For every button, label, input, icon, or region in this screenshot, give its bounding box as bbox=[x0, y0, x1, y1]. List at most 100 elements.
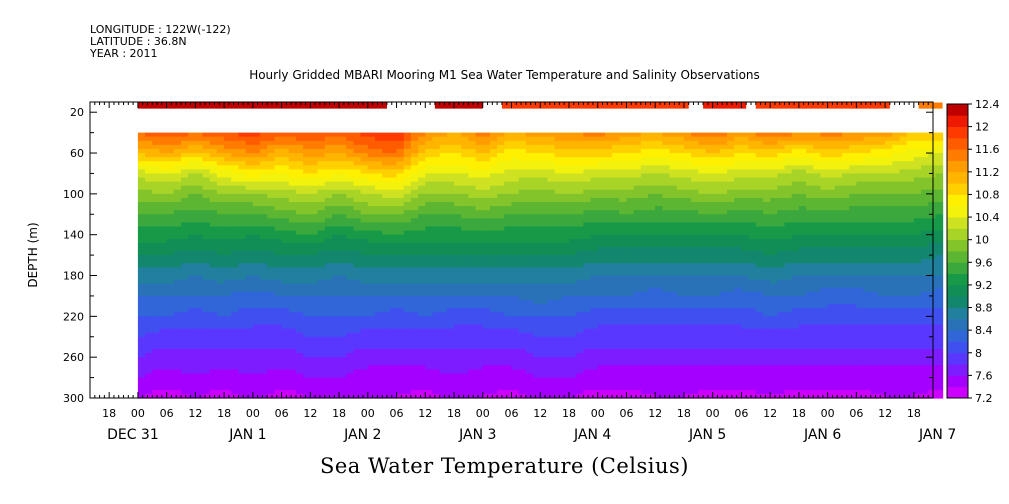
heat-cell bbox=[166, 165, 175, 170]
heat-cell bbox=[439, 369, 448, 375]
heat-cell bbox=[590, 144, 599, 150]
heat-cell bbox=[281, 304, 290, 309]
heat-cell bbox=[410, 389, 419, 395]
heat-cell bbox=[317, 259, 326, 264]
heat-cell bbox=[152, 332, 161, 338]
heat-cell bbox=[583, 177, 592, 183]
heat-cell bbox=[662, 246, 671, 252]
heat-cell bbox=[137, 291, 146, 297]
heat-cell bbox=[382, 251, 390, 256]
heat-cell bbox=[425, 132, 434, 138]
heat-cell bbox=[324, 324, 333, 330]
heat-cell bbox=[159, 291, 168, 297]
heat-cell bbox=[137, 169, 146, 175]
heat-cell bbox=[396, 136, 405, 142]
heat-cell bbox=[295, 144, 304, 150]
heat-cell bbox=[238, 361, 247, 366]
heat-cell bbox=[173, 312, 182, 317]
heat-cell bbox=[454, 332, 462, 338]
heat-cell bbox=[152, 312, 161, 317]
heat-cell bbox=[195, 210, 204, 215]
heat-cell bbox=[525, 279, 534, 285]
heat-cell bbox=[260, 173, 268, 179]
heat-cell bbox=[568, 349, 577, 354]
heat-cell bbox=[403, 153, 412, 158]
heat-cell bbox=[166, 173, 175, 179]
heat-cell bbox=[446, 251, 455, 256]
heat-cell bbox=[324, 300, 333, 305]
heat-cell bbox=[648, 218, 656, 224]
heat-cell bbox=[303, 251, 311, 256]
heat-cell bbox=[662, 153, 671, 158]
heat-cell bbox=[374, 202, 383, 207]
heat-cell bbox=[152, 263, 161, 268]
heat-cell bbox=[683, 132, 692, 138]
heat-cell bbox=[310, 304, 319, 309]
heat-cell bbox=[245, 287, 254, 293]
heat-cell bbox=[224, 165, 232, 170]
heat-cell bbox=[173, 353, 182, 358]
heat-cell bbox=[648, 206, 656, 211]
heat-cell bbox=[238, 157, 247, 162]
heat-cell bbox=[267, 185, 275, 191]
heat-cell bbox=[432, 304, 441, 309]
heat-cell bbox=[561, 181, 570, 187]
heat-cell bbox=[640, 153, 649, 158]
heat-cell bbox=[353, 353, 362, 358]
heat-cell bbox=[173, 193, 182, 199]
heat-cell bbox=[195, 369, 204, 375]
heat-cell bbox=[231, 181, 240, 187]
heat-cell bbox=[547, 206, 556, 211]
heat-cell bbox=[252, 267, 261, 273]
heat-cell bbox=[209, 373, 218, 379]
heat-cell bbox=[281, 169, 290, 175]
heat-cell bbox=[173, 271, 182, 277]
heat-cell bbox=[669, 373, 678, 379]
heat-cell bbox=[669, 169, 678, 175]
heat-cell bbox=[389, 132, 398, 138]
heat-cell bbox=[181, 132, 189, 138]
heat-cell bbox=[295, 377, 304, 383]
heat-cell bbox=[511, 173, 520, 179]
heat-cell bbox=[669, 251, 678, 256]
heat-cell bbox=[669, 132, 678, 138]
heat-cell bbox=[432, 349, 441, 354]
heat-cell bbox=[195, 255, 204, 260]
heat-cell bbox=[425, 230, 434, 236]
heat-cell bbox=[360, 304, 369, 309]
heat-cell bbox=[439, 393, 448, 399]
heat-cell bbox=[267, 140, 275, 146]
heat-cell bbox=[209, 324, 218, 330]
heat-cell bbox=[446, 271, 455, 277]
heat-cell bbox=[324, 361, 333, 366]
heat-cell bbox=[209, 381, 218, 387]
heat-cell bbox=[439, 287, 448, 293]
heat-cell bbox=[612, 246, 620, 252]
heat-cell bbox=[152, 238, 161, 244]
heat-cell bbox=[281, 140, 290, 146]
heat-cell bbox=[533, 349, 541, 354]
heat-cell bbox=[626, 246, 635, 252]
heat-cell bbox=[382, 365, 390, 371]
heat-cell bbox=[152, 246, 161, 252]
heat-cell bbox=[145, 332, 153, 338]
heat-cell bbox=[604, 283, 613, 289]
heat-cell bbox=[489, 132, 498, 138]
heat-cell bbox=[597, 136, 606, 142]
heat-cell bbox=[195, 320, 204, 326]
heat-cell bbox=[310, 263, 319, 268]
heat-cell bbox=[454, 140, 462, 146]
heat-cell bbox=[489, 349, 498, 354]
heat-cell bbox=[353, 226, 362, 232]
heat-cell bbox=[410, 275, 419, 281]
heat-cell bbox=[439, 214, 448, 219]
heat-cell bbox=[662, 328, 671, 334]
heat-cell bbox=[252, 251, 261, 256]
heat-cell bbox=[683, 222, 692, 228]
heat-cell bbox=[439, 165, 448, 170]
heat-cell bbox=[346, 287, 355, 293]
heat-cell bbox=[216, 320, 225, 326]
heat-cell bbox=[432, 373, 441, 379]
heat-cell bbox=[640, 132, 649, 138]
heat-cell bbox=[303, 283, 311, 289]
